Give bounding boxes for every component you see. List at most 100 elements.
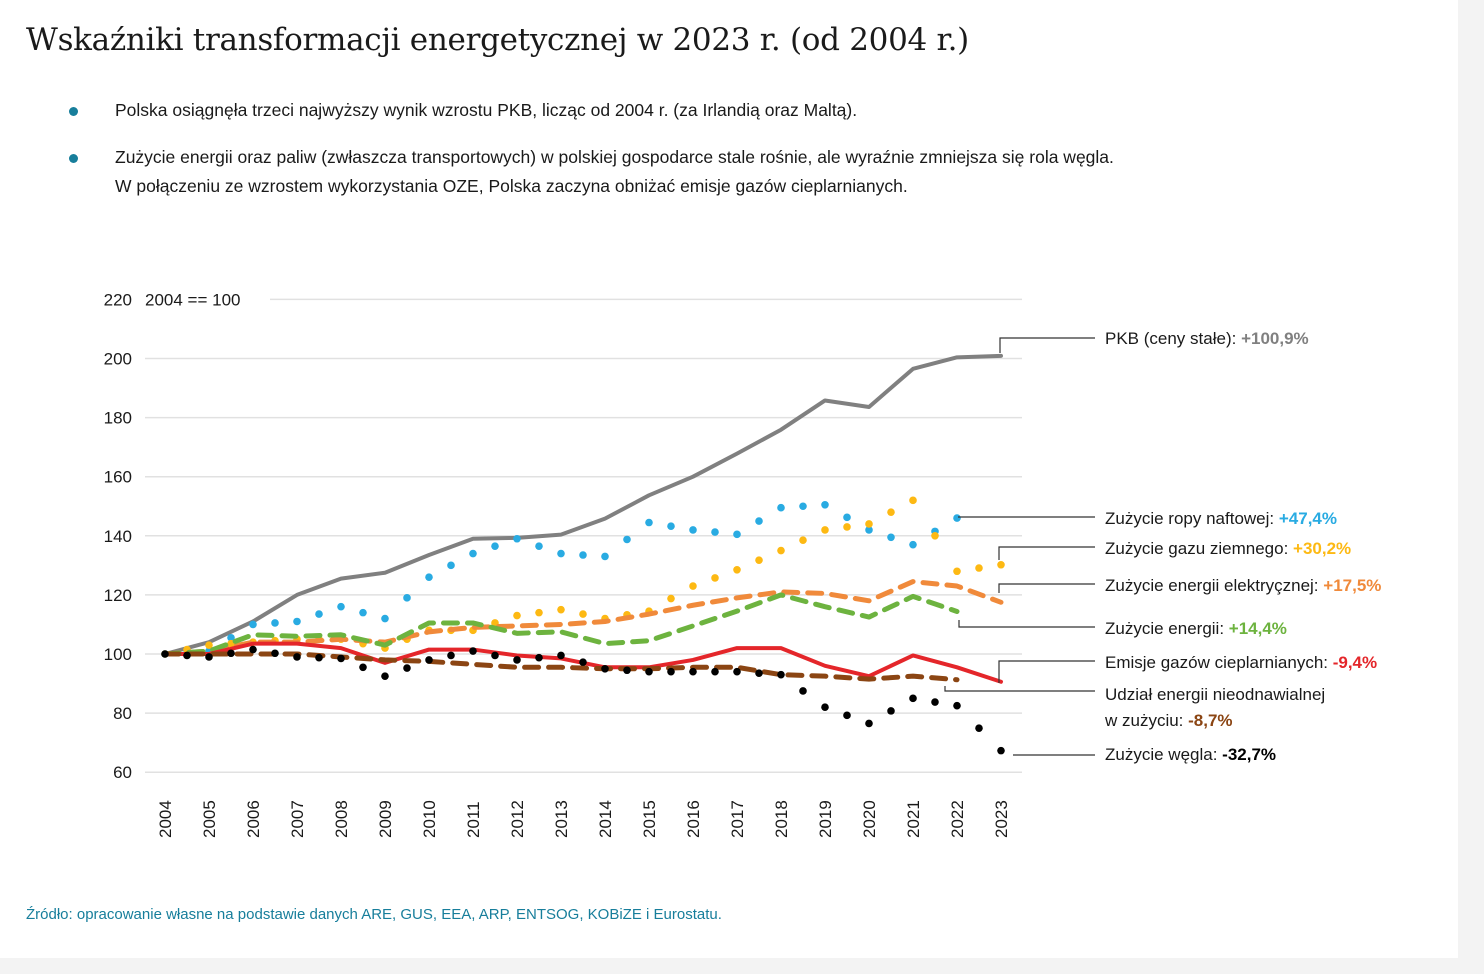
x-tick-label: 2012 bbox=[508, 800, 527, 838]
series-label-name: Zużycie energii elektryçznej: bbox=[1105, 576, 1323, 595]
series-zużycie-węgla-dot bbox=[997, 746, 1005, 755]
y-tick-label: 220 bbox=[104, 290, 132, 309]
series-zużycie-ropy-naftowej-dot bbox=[821, 500, 829, 509]
series-label-name: Udział energii nieodnawialnej bbox=[1105, 685, 1325, 704]
series-label: Emisje gazów cieplarnianych: -9,4% bbox=[1105, 653, 1377, 672]
x-tick-label: 2008 bbox=[332, 800, 351, 838]
series-zużycie-gazu-ziemnego-dot bbox=[535, 608, 543, 617]
series-zużycie-ropy-naftowej-dot bbox=[843, 513, 851, 522]
x-tick-label: 2021 bbox=[904, 800, 923, 838]
series-zużycie-ropy-naftowej-dot bbox=[293, 617, 301, 626]
series-zużycie-energii-elektrycznej-line bbox=[162, 579, 1004, 657]
series-label-change: +30,2% bbox=[1293, 539, 1351, 558]
series-zużycie-węgla-dot bbox=[293, 653, 301, 661]
series-zużycie-gazu-ziemnego-dot bbox=[513, 611, 521, 620]
leader-line bbox=[998, 546, 1095, 560]
series-zużycie-węgla-dot bbox=[755, 669, 763, 678]
series-label-change: +100,9% bbox=[1241, 329, 1309, 348]
series-zużycie-ropy-naftowej-dot bbox=[359, 608, 367, 617]
series-zużycie-ropy-naftowej-dot bbox=[799, 502, 807, 511]
series-zużycie-energii-line bbox=[162, 592, 960, 657]
series-zużycie-węgla-dot bbox=[557, 651, 565, 660]
series-zużycie-ropy-naftowej-dot bbox=[249, 620, 257, 629]
x-tick-label: 2007 bbox=[288, 800, 307, 838]
series-label: Zużycie gazu ziemnego: +30,2% bbox=[1105, 539, 1351, 558]
series-label-change: -9,4% bbox=[1333, 653, 1377, 672]
series-zużycie-gazu-ziemnego-dot bbox=[821, 526, 829, 534]
series-zużycie-węgla-dot bbox=[865, 719, 873, 728]
series-zużycie-węgla-dot bbox=[799, 687, 807, 695]
y-tick-label: 160 bbox=[104, 468, 132, 487]
series-zużycie-węgla-dot bbox=[579, 658, 587, 666]
series-zużycie-gazu-ziemnego-dot bbox=[997, 560, 1005, 569]
series-zużycie-ropy-naftowej-dot bbox=[271, 619, 279, 627]
series-zużycie-ropy-naftowej-dot bbox=[953, 514, 961, 522]
series-label: Zużycie energii elektryçznej: +17,5% bbox=[1105, 576, 1381, 595]
series-zużycie-ropy-naftowej-dot bbox=[579, 551, 587, 559]
series-zużycie-gazu-ziemnego-dot bbox=[887, 508, 895, 516]
series-zużycie-węgla-dot bbox=[623, 666, 631, 675]
series-zużycie-ropy-naftowej-dot bbox=[513, 534, 521, 543]
series-zużycie-węgla-dot bbox=[777, 670, 785, 679]
x-tick-label: 2004 bbox=[156, 800, 175, 838]
series-zużycie-ropy-naftowej-dot bbox=[315, 610, 323, 618]
bullet-text: Polska osiągnęła trzeci najwyższy wynik … bbox=[115, 100, 858, 120]
series-zużycie-ropy-naftowej-dot bbox=[557, 549, 565, 558]
series-zużycie-węgla-dot bbox=[733, 667, 741, 676]
series-zużycie-ropy-naftowej-dot bbox=[887, 533, 895, 542]
x-tick-label: 2018 bbox=[772, 800, 791, 838]
x-tick-label: 2016 bbox=[684, 800, 703, 838]
x-tick-label: 2005 bbox=[200, 800, 219, 838]
series-zużycie-ropy-naftowej-dot bbox=[711, 528, 719, 536]
series-label: Zużycie węgla: -32,7% bbox=[1105, 745, 1276, 764]
series-label: PKB (ceny stałe): +100,9% bbox=[1105, 329, 1309, 348]
series-zużycie-węgla-dot bbox=[161, 650, 169, 658]
series-zużycie-gazu-ziemnego-dot bbox=[733, 565, 741, 574]
series-zużycie-gazu-ziemnego-dot bbox=[931, 532, 939, 540]
x-tick-label: 2013 bbox=[552, 800, 571, 838]
series-zużycie-węgla-dot bbox=[711, 667, 719, 676]
y-tick-label: 60 bbox=[113, 763, 132, 782]
series-zużycie-ropy-naftowej-dot bbox=[337, 602, 345, 611]
series-zużycie-ropy-naftowej-dot bbox=[645, 518, 653, 527]
series-zużycie-ropy-naftowej-dot bbox=[381, 614, 389, 623]
series-zużycie-węgla-dot bbox=[205, 653, 213, 661]
series-zużycie-ropy-naftowej-dot bbox=[755, 517, 763, 525]
y-tick-label: 180 bbox=[104, 409, 132, 428]
series-zużycie-węgla-dot bbox=[975, 724, 983, 732]
series-zużycie-ropy-naftowej-dot bbox=[689, 526, 697, 534]
series-zużycie-węgla-dot bbox=[337, 654, 345, 663]
series-zużycie-ropy-naftowej-dot bbox=[535, 542, 543, 550]
series-zużycie-węgla-dot bbox=[381, 672, 389, 680]
x-tick-label: 2006 bbox=[244, 800, 263, 838]
y-axis-label: 2004 == 100 bbox=[145, 290, 240, 309]
x-tick-label: 2011 bbox=[464, 801, 483, 838]
series-zużycie-gazu-ziemnego-dot bbox=[843, 523, 851, 531]
series-zużycie-węgla-dot bbox=[447, 651, 455, 660]
series-label: Udział energii nieodnawialnej bbox=[1105, 685, 1325, 704]
series-zużycie-ropy-naftowej-dot bbox=[601, 552, 609, 561]
series-zużycie-węgla-dot bbox=[513, 656, 521, 664]
series-zużycie-węgla-dot bbox=[227, 649, 235, 658]
page-title: Wskaźniki transformacji energetycznej w … bbox=[26, 22, 969, 58]
series-label-change: +14,4% bbox=[1229, 619, 1287, 638]
series-zużycie-węgla-dot bbox=[183, 651, 191, 660]
series-label-name: Zużycie energii: bbox=[1105, 619, 1229, 638]
series-zużycie-gazu-ziemnego-dot bbox=[689, 582, 697, 590]
series-zużycie-węgla-dot bbox=[931, 698, 939, 706]
x-tick-label: 2017 bbox=[728, 800, 747, 838]
series-label-name: Emisje gazów cieplarnianych: bbox=[1105, 653, 1333, 672]
x-tick-label: 2015 bbox=[640, 800, 659, 838]
x-tick-label: 2022 bbox=[948, 800, 967, 838]
leader-line bbox=[958, 620, 1095, 628]
series-zużycie-gazu-ziemnego-dot bbox=[865, 520, 873, 528]
series-zużycie-ropy-naftowej-dot bbox=[227, 633, 235, 642]
series-zużycie-węgla-dot bbox=[887, 707, 895, 715]
series-zużycie-ropy-naftowej-dot bbox=[623, 535, 631, 544]
series-zużycie-ropy-naftowej-dot bbox=[777, 503, 785, 512]
series-zużycie-węgla-dot bbox=[667, 667, 675, 676]
series-label-change: +47,4% bbox=[1279, 509, 1337, 528]
series-zużycie-węgla-dot bbox=[271, 649, 279, 658]
series-label-name: PKB (ceny stałe): bbox=[1105, 329, 1241, 348]
series-label-name: w zużyciu: bbox=[1104, 711, 1188, 730]
